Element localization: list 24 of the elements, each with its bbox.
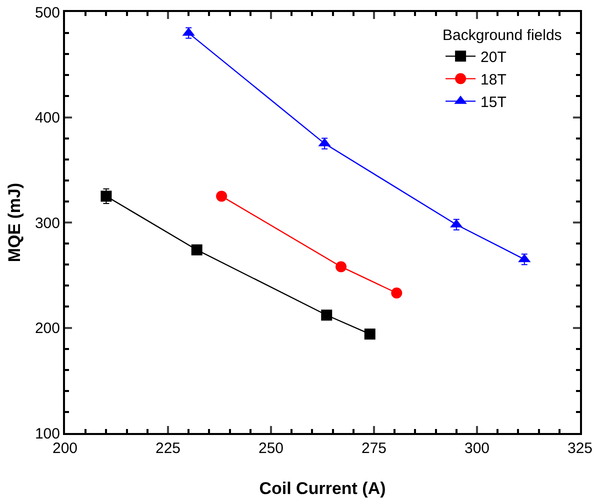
x-tick-label: 325 xyxy=(567,440,593,457)
y-tick-label: 400 xyxy=(34,110,60,126)
legend-label: 20T xyxy=(480,49,506,66)
x-tick-label: 200 xyxy=(52,440,78,457)
legend-label: 18T xyxy=(480,72,506,89)
x-tick-label: 250 xyxy=(258,440,284,457)
y-tick-label: 200 xyxy=(34,320,60,337)
point xyxy=(321,310,332,321)
y-tick-label: 300 xyxy=(34,214,60,232)
x-axis-title: Coil Current (A) xyxy=(259,479,386,498)
y-tick-label: 100 xyxy=(34,425,60,442)
x-tick-label: 275 xyxy=(361,440,387,457)
x-tick-label: 225 xyxy=(155,440,181,457)
point xyxy=(336,261,347,272)
point xyxy=(391,288,402,299)
y-tick-label: 500 xyxy=(34,4,60,22)
point xyxy=(191,244,202,256)
y-axis-title: MQE (mJ) xyxy=(5,182,24,262)
point xyxy=(100,190,112,202)
point xyxy=(216,190,228,202)
legend-title: Background fields xyxy=(442,26,562,44)
x-tick-label: 300 xyxy=(464,440,490,457)
legend-label: 15T xyxy=(480,94,506,112)
point xyxy=(364,328,376,340)
